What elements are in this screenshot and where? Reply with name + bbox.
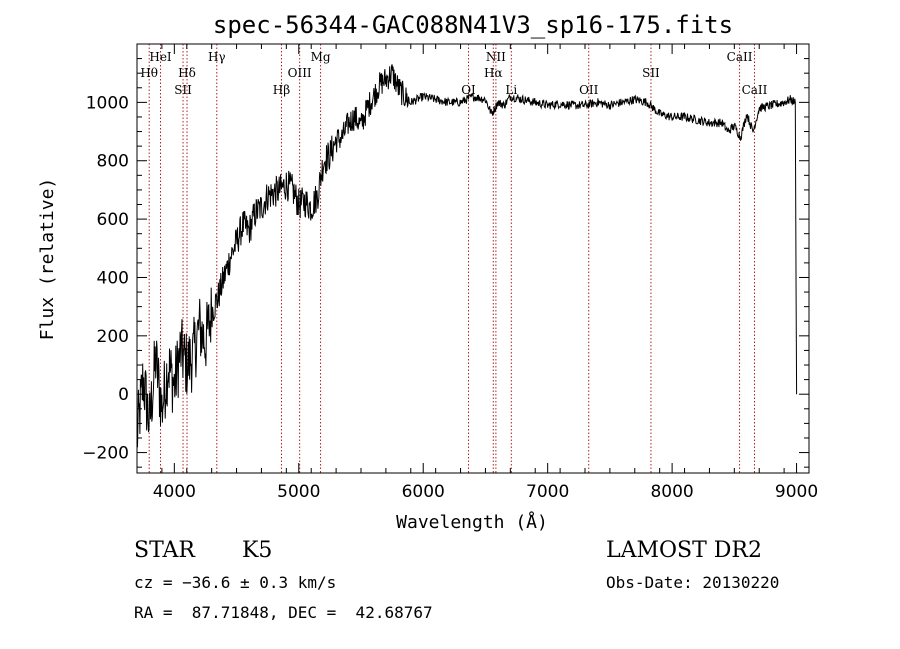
x-tick-label: 4000 — [153, 482, 196, 502]
x-tick-label: 8000 — [650, 482, 693, 502]
series-layer — [136, 64, 798, 448]
y-axis-label: Flux (relative) — [37, 178, 58, 341]
x-axis: 4000 5000 6000 7000 8000 9000 — [136, 44, 818, 502]
observation-date: Obs-Date: 20130220 — [606, 573, 780, 592]
spectral-line-label-3: Hδ — [178, 66, 196, 80]
y-tick-label: 1000 — [86, 93, 129, 113]
coordinates-readout: RA = 87.71848, DEC = 42.68767 — [134, 603, 433, 622]
spectral-line-label-2: SII — [174, 83, 192, 97]
spectral-line-label-13: SII — [642, 66, 660, 80]
spectral-line-label-9: NII — [486, 50, 506, 64]
spectral-line-label-15: CaII — [742, 83, 768, 97]
y-tick-label: 600 — [97, 210, 129, 230]
spectral-line-label-4: Hγ — [208, 50, 226, 64]
object-subclass: K5 — [242, 538, 273, 563]
spectral-line-label-12: OII — [579, 83, 599, 97]
spectrum-series-line-0 — [136, 64, 798, 448]
x-tick-label: 5000 — [277, 482, 320, 502]
object-type: STAR — [134, 538, 195, 563]
spectral-line-label-6: OIII — [288, 66, 312, 80]
redshift-readout: cz = −36.6 ± 0.3 km/s — [134, 573, 337, 592]
spectral-line-label-1: HeI — [149, 50, 172, 64]
x-tick-label: 6000 — [402, 482, 445, 502]
y-tick-label: 800 — [97, 152, 129, 172]
spectral-line-label-0: Hθ — [140, 66, 158, 80]
spectral-line-label-5: Hβ — [273, 83, 290, 97]
y-tick-label: 400 — [97, 268, 129, 288]
x-tick-label: 7000 — [526, 482, 569, 502]
y-axis: −200 0 200 400 600 800 1000 — [82, 58, 809, 468]
x-axis-label: Wavelength (Å) — [396, 511, 548, 533]
x-tick-label: 9000 — [775, 482, 818, 502]
spectral-line-label-14: CaII — [727, 50, 753, 64]
y-tick-label: 0 — [118, 385, 129, 405]
plot-frame — [136, 43, 810, 474]
y-tick-label: 200 — [97, 327, 129, 347]
spectral-line-label-7: Mg — [311, 50, 331, 64]
chart-title: spec-56344-GAC088N41V3_sp16-175.fits — [213, 11, 733, 39]
spectral-line-label-10: Hα — [484, 66, 503, 80]
survey-name: LAMOST DR2 — [606, 538, 762, 563]
y-tick-label: −200 — [82, 444, 129, 464]
spectral-line-label-11: Li — [505, 83, 517, 97]
